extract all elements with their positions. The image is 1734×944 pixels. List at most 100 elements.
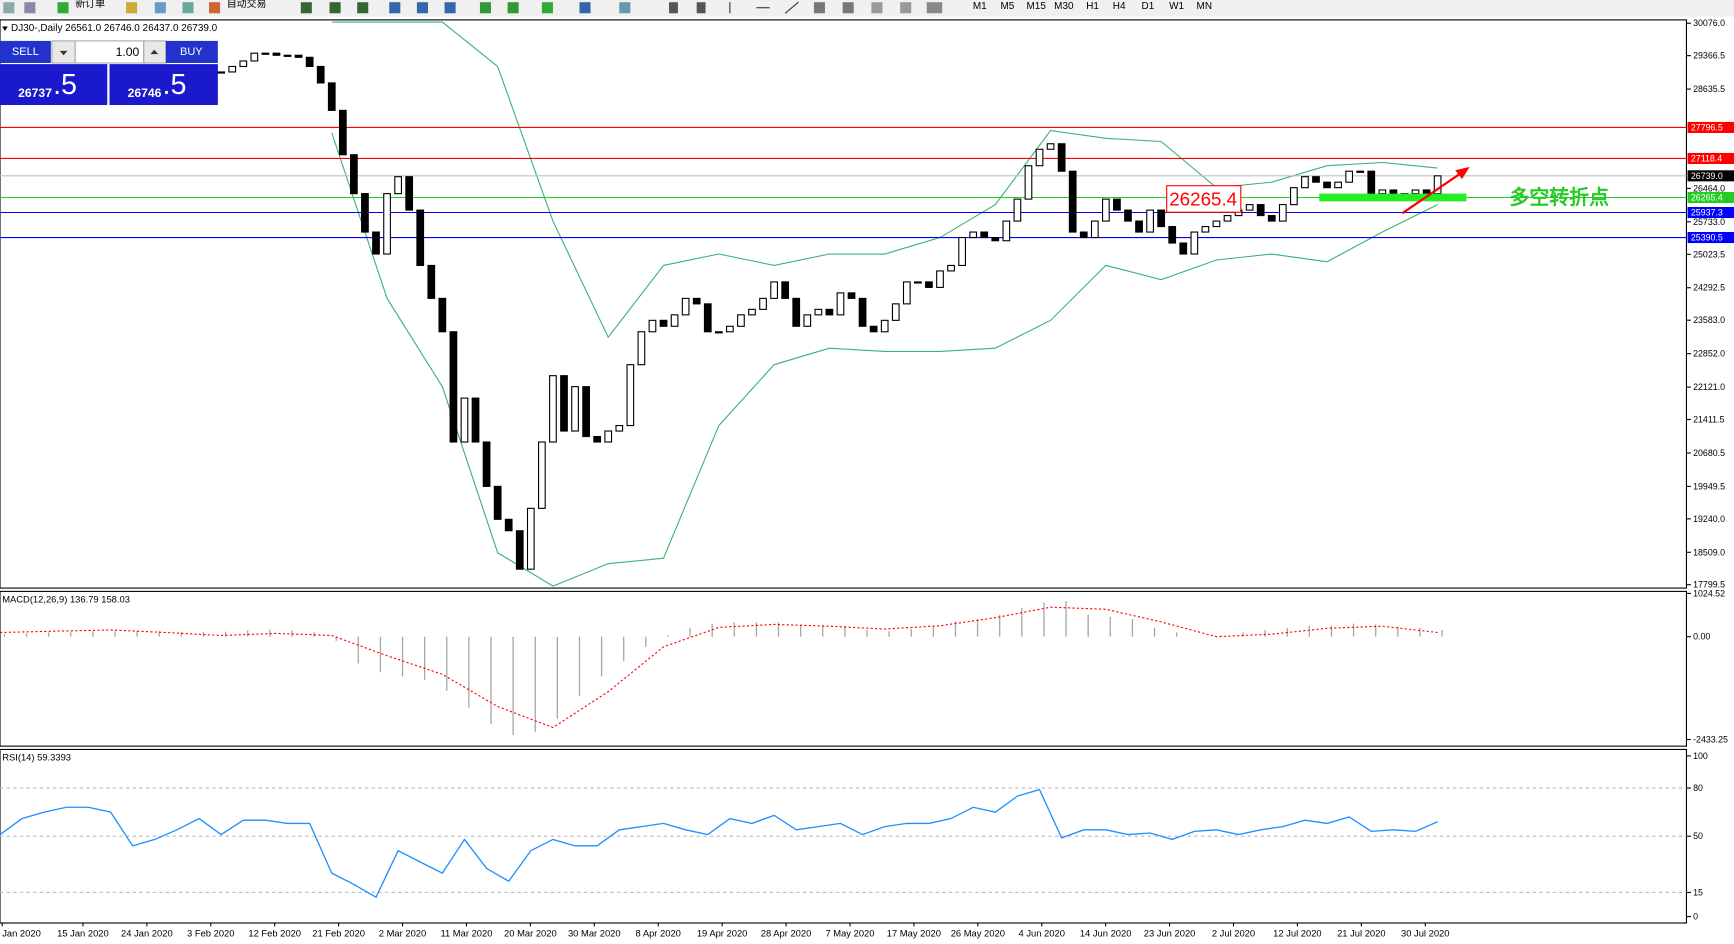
icon[interactable] — [813, 2, 825, 14]
icon[interactable] — [926, 2, 943, 14]
buy-label[interactable]: BUY — [180, 46, 203, 58]
candle — [803, 314, 812, 327]
candle — [1168, 226, 1177, 244]
x-tick-label: 3 Feb 2020 — [187, 927, 234, 938]
candle — [327, 82, 336, 111]
level-tag — [1687, 121, 1734, 133]
icon[interactable] — [154, 2, 166, 14]
icon[interactable] — [300, 2, 312, 14]
sell-button[interactable] — [0, 40, 51, 64]
new-order-label[interactable]: 新订单 — [75, 0, 105, 10]
x-tick-label: 21 Feb 2020 — [312, 927, 365, 938]
timeframe-button[interactable]: MN — [1197, 1, 1212, 12]
icon[interactable] — [444, 2, 456, 14]
icon[interactable] — [842, 2, 854, 14]
candle — [1190, 231, 1199, 255]
candle — [648, 319, 657, 333]
timeframe-button[interactable]: H4 — [1113, 1, 1126, 12]
icon[interactable] — [871, 2, 883, 14]
candle — [1035, 148, 1044, 167]
new-order-icon[interactable] — [57, 2, 69, 14]
sell-price[interactable]: 26737 — [18, 86, 52, 100]
candle — [891, 303, 900, 321]
y-tick-label: 29366.5 — [1693, 51, 1725, 61]
sell-label[interactable]: SELL — [12, 46, 39, 58]
y-tick-label: -2433.25 — [1693, 735, 1728, 745]
candle — [1267, 215, 1276, 222]
timeframe-button[interactable]: D1 — [1142, 1, 1155, 12]
candle — [504, 518, 513, 532]
candle — [969, 231, 978, 239]
candle — [737, 314, 745, 327]
candle — [560, 375, 568, 432]
candle — [914, 281, 922, 284]
candle — [626, 364, 635, 427]
icon[interactable] — [126, 2, 138, 14]
sell-price-box[interactable] — [0, 64, 108, 106]
candle — [1289, 187, 1298, 206]
main-plot — [0, 21, 1687, 587]
level-tag — [1687, 206, 1734, 219]
candle — [792, 297, 801, 327]
icon[interactable] — [669, 2, 678, 14]
timeframe-button[interactable]: M15 — [1027, 1, 1047, 12]
candle — [1411, 189, 1420, 195]
icon[interactable] — [329, 2, 341, 14]
candle — [958, 236, 966, 266]
icon[interactable] — [784, 1, 799, 14]
icon[interactable] — [182, 2, 194, 14]
candle — [1024, 165, 1033, 200]
candle — [515, 530, 524, 570]
x-tick-label: Jan 2020 — [2, 927, 41, 938]
timeframe-button[interactable]: W1 — [1169, 1, 1184, 12]
x-tick-label: 24 Jan 2020 — [121, 927, 173, 938]
candle — [1301, 176, 1309, 189]
candle — [383, 193, 391, 255]
candle — [582, 386, 590, 438]
lot-value[interactable]: 1.00 — [116, 45, 140, 59]
macd-signal — [0, 606, 1438, 729]
candle — [869, 325, 878, 333]
icon[interactable] — [619, 2, 631, 14]
sell-price-fraction[interactable]: .5 — [53, 69, 77, 101]
icon[interactable] — [579, 2, 591, 14]
candle — [438, 297, 447, 333]
timeframe-button[interactable]: M30 — [1054, 1, 1074, 12]
candle — [526, 507, 535, 570]
icon[interactable] — [416, 2, 428, 14]
auto-trading-label[interactable]: 自动交易 — [227, 0, 267, 10]
icon[interactable] — [3, 2, 15, 14]
toolbar — [0, 0, 1734, 17]
candle — [604, 430, 613, 443]
timeframe-button[interactable]: M1 — [973, 1, 987, 12]
buy-button[interactable] — [165, 40, 218, 64]
timeframe-button[interactable]: H1 — [1086, 1, 1099, 12]
candle — [947, 264, 955, 272]
timeframe-button[interactable]: M5 — [1001, 1, 1015, 12]
level-label: 27118.4 — [1691, 153, 1722, 163]
candle — [770, 281, 778, 299]
buy-price-fraction[interactable]: .5 — [163, 69, 187, 101]
icon[interactable] — [357, 2, 369, 14]
candle — [836, 292, 845, 316]
candle — [726, 325, 734, 333]
y-tick-label: 20680.5 — [1693, 448, 1725, 458]
icon[interactable] — [479, 2, 492, 14]
level-tag — [1687, 191, 1734, 204]
icon[interactable] — [24, 2, 36, 14]
candle — [449, 331, 458, 443]
x-tick-label: 4 Jun 2020 — [1019, 927, 1065, 938]
auto-trading-icon[interactable] — [209, 2, 221, 14]
candle — [1378, 189, 1387, 195]
icon[interactable] — [696, 2, 706, 14]
buy-price-box[interactable] — [109, 64, 218, 106]
candle — [1090, 220, 1099, 239]
icon[interactable] — [507, 2, 519, 14]
icon[interactable] — [541, 2, 553, 14]
candle — [825, 308, 834, 316]
icon[interactable] — [900, 2, 912, 14]
icon[interactable] — [389, 2, 401, 14]
buy-price[interactable]: 26746 — [128, 86, 162, 100]
x-tick-label: 14 Jun 2020 — [1080, 927, 1132, 938]
